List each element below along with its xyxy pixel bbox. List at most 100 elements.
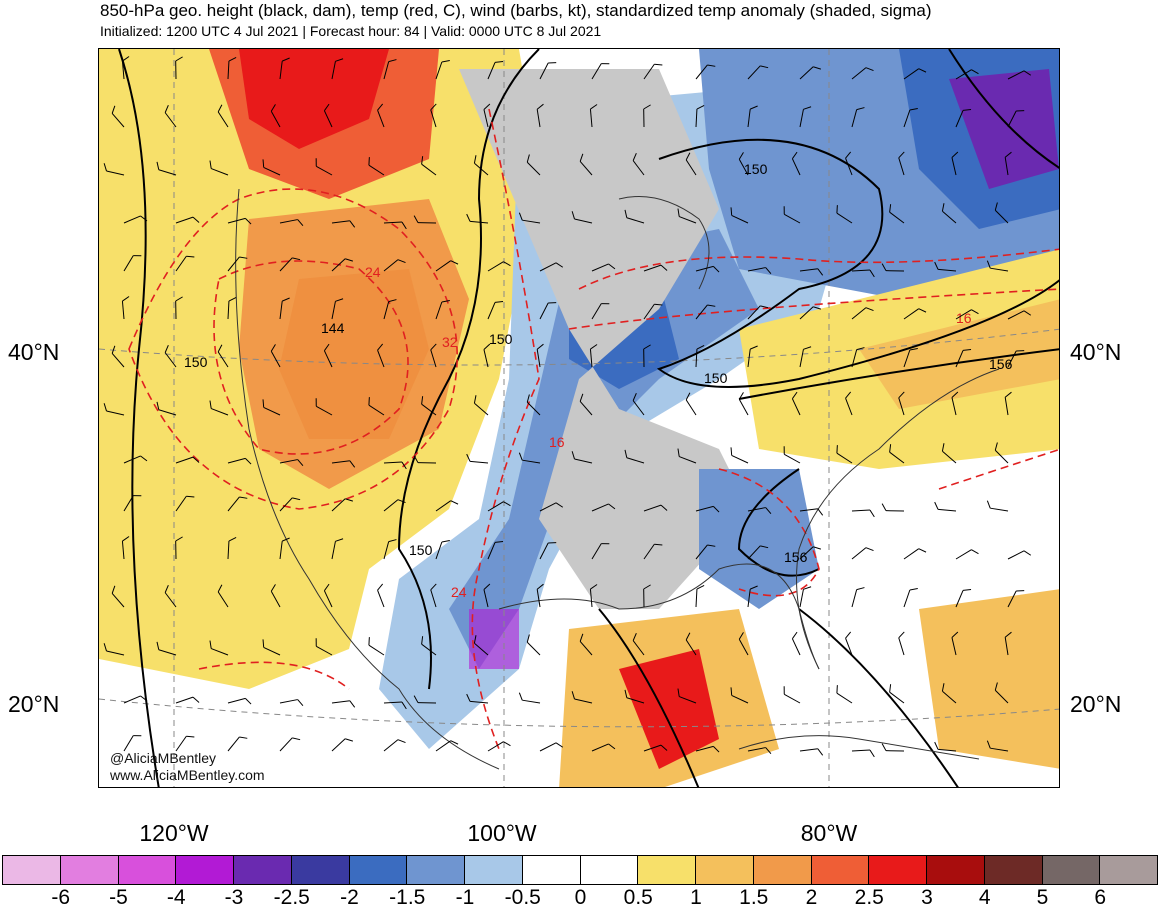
wind-barb (730, 687, 749, 704)
wind-barb (643, 584, 651, 608)
wind-barb (536, 583, 544, 608)
wind-barb (747, 105, 758, 128)
wind-barb (383, 739, 406, 752)
lon-label-100w: 100°W (467, 820, 537, 846)
wind-barb (368, 157, 385, 176)
wind-barb (1004, 151, 1012, 176)
wind-barb (747, 747, 772, 754)
temp-label: 16 (956, 310, 972, 326)
wind-barb (430, 343, 437, 368)
wind-barb (156, 401, 177, 416)
wind-barb (881, 503, 905, 512)
wind-barb (111, 105, 125, 128)
wind-barb (799, 748, 824, 756)
colorbar-cell (637, 855, 696, 885)
colorbar-cell (1099, 855, 1158, 885)
wind-barb (685, 152, 697, 176)
wind-barb (695, 104, 705, 128)
wind-barb (421, 636, 437, 656)
wind-barb (799, 268, 824, 276)
wind-barb (955, 348, 972, 368)
wind-barb (526, 394, 541, 416)
wind-barb (227, 256, 248, 272)
colorbar-tick-label: 2.5 (854, 886, 884, 909)
wind-barb (518, 452, 541, 464)
colorbar-cell (810, 855, 870, 885)
colorbar-cell (2, 855, 61, 885)
wind-barb (571, 211, 593, 224)
wind-barb (836, 685, 853, 704)
wind-barb (331, 498, 354, 512)
wind-barb (591, 263, 616, 272)
wind-barb (487, 261, 511, 272)
wind-barb (526, 154, 541, 176)
wind-barb (323, 103, 333, 128)
contour-labels: 150 150 150 150 150 156 156 144 24 32 16… (184, 161, 1013, 600)
wind-barb (377, 103, 385, 128)
wind-barb (483, 343, 491, 368)
wind-barb (383, 461, 407, 470)
wind-barb (903, 107, 918, 128)
colorbar-cell (695, 855, 754, 885)
wind-barb (421, 156, 437, 176)
wind-barb (851, 107, 865, 128)
colorbar-tick-label: 1 (690, 886, 702, 909)
colorbar-tick-label: 0 (574, 886, 587, 909)
wind-barb (331, 258, 354, 272)
wind-barb (941, 683, 957, 704)
wind-barb (539, 62, 557, 80)
wind-barb (331, 58, 344, 80)
wind-barb (227, 496, 248, 512)
wind-barb (377, 583, 385, 608)
wind-barb (111, 585, 125, 608)
wind-barb (103, 403, 125, 416)
wind-barb (934, 501, 957, 512)
wind-barb (526, 634, 541, 656)
wind-barb (851, 307, 874, 320)
wind-barb (123, 455, 148, 464)
wind-barb (227, 736, 248, 752)
wind-barb (955, 309, 979, 320)
wind-barb (279, 537, 290, 560)
lat-label-20n-left: 20°N (8, 691, 60, 717)
wind-barb (164, 585, 177, 608)
wind-barb (591, 63, 610, 80)
wind-barb (799, 586, 812, 608)
warm-anomaly-east-core (859, 299, 1059, 409)
wind-barb (986, 500, 1009, 512)
wind-barb (799, 306, 822, 320)
lat-label-20n-right: 20°N (1070, 691, 1122, 717)
wind-barb (1007, 70, 1032, 80)
wind-barb (518, 212, 541, 224)
wind-barb (589, 344, 598, 368)
wind-barb (123, 695, 148, 704)
wind-barb (695, 745, 720, 753)
wind-barb (430, 103, 437, 128)
wind-barb (121, 56, 130, 80)
wind-barb (435, 740, 459, 752)
wind-barb (473, 635, 489, 656)
wind-barb (903, 347, 918, 368)
wind-barb (738, 392, 749, 416)
wind-barb (851, 749, 875, 758)
wind-barb (123, 215, 148, 224)
wind-barb (123, 735, 142, 752)
wind-barb (738, 152, 749, 176)
wind-barb (1007, 310, 1032, 320)
wind-barb (643, 744, 668, 752)
height-label: 150 (409, 542, 433, 558)
wind-barb (209, 640, 229, 656)
wind-barb (677, 208, 697, 224)
wind-barb (175, 495, 195, 512)
wind-barb (591, 503, 616, 512)
wind-barb (487, 540, 504, 560)
wind-barb (799, 346, 812, 368)
lon-label-80w: 80°W (800, 820, 858, 846)
wind-barb (331, 538, 344, 560)
wind-barb (217, 344, 229, 368)
wind-barb (435, 500, 459, 512)
wind-barb (903, 68, 927, 80)
wind-barb (903, 308, 927, 320)
wind-barb (435, 260, 459, 272)
colorbar-tick-label: 2 (805, 886, 818, 909)
